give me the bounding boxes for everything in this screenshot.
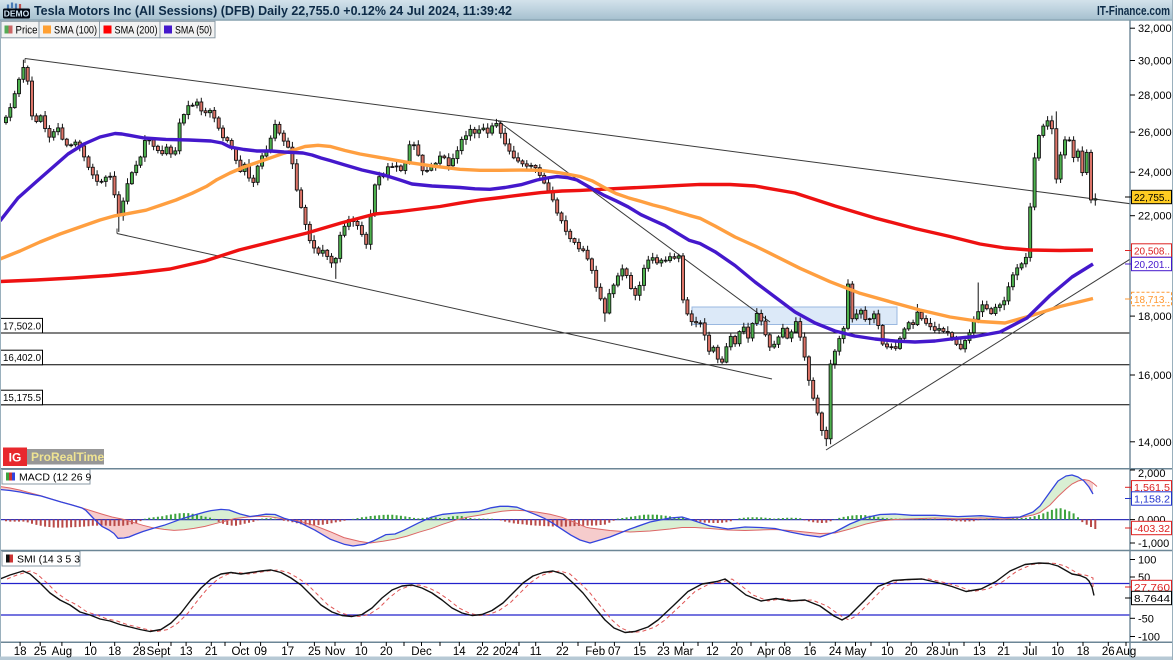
svg-text:18,713..: 18,713.. [1134, 295, 1170, 306]
svg-text:20,508..: 20,508.. [1134, 246, 1170, 257]
svg-text:Apr: Apr [757, 646, 775, 658]
svg-text:17: 17 [281, 646, 294, 658]
svg-text:28: 28 [133, 646, 146, 658]
svg-text:16: 16 [804, 646, 817, 658]
svg-text:100: 100 [1138, 555, 1156, 567]
svg-text:18: 18 [108, 646, 121, 658]
svg-text:20: 20 [380, 646, 393, 658]
svg-text:07: 07 [608, 646, 621, 658]
svg-text:IT-Finance.com: IT-Finance.com [1097, 4, 1170, 18]
svg-text:8.7644: 8.7644 [1134, 594, 1171, 605]
svg-text:18: 18 [14, 646, 27, 658]
svg-text:26: 26 [1102, 646, 1115, 658]
svg-text:13: 13 [973, 646, 986, 658]
svg-text:1,561.5: 1,561.5 [1134, 483, 1170, 494]
svg-text:Price: Price [16, 25, 38, 37]
svg-text:10: 10 [84, 646, 97, 658]
svg-text:ProRealTime: ProRealTime [31, 450, 104, 464]
svg-text:Tesla Motors Inc (All Sessions: Tesla Motors Inc (All Sessions) (DFB) Da… [34, 4, 512, 18]
svg-text:Oct: Oct [231, 646, 250, 658]
svg-text:SMI (14 3 5 3: SMI (14 3 5 3 [17, 554, 80, 566]
svg-text:IG: IG [9, 451, 22, 465]
svg-text:DEMO: DEMO [4, 9, 30, 19]
svg-text:22: 22 [476, 646, 489, 658]
svg-text:MACD (12 26 9: MACD (12 26 9 [19, 472, 92, 484]
svg-text:14: 14 [453, 646, 466, 658]
svg-text:SMA (200): SMA (200) [115, 25, 158, 37]
svg-text:32,000: 32,000 [1138, 23, 1172, 35]
svg-text:Aug: Aug [52, 646, 72, 658]
svg-text:-403.32: -403.32 [1134, 524, 1170, 535]
svg-text:22,000: 22,000 [1138, 211, 1172, 223]
svg-text:Nov: Nov [325, 646, 346, 658]
svg-text:18: 18 [1077, 646, 1090, 658]
svg-text:20: 20 [905, 646, 918, 658]
svg-text:SMA (50): SMA (50) [175, 25, 212, 37]
svg-text:-1,000: -1,000 [1138, 538, 1169, 550]
svg-text:10: 10 [1051, 646, 1064, 658]
svg-text:26,000: 26,000 [1138, 127, 1172, 139]
svg-text:20,201..: 20,201.. [1134, 260, 1170, 271]
svg-text:2,000: 2,000 [1138, 468, 1166, 480]
svg-text:SMA (100): SMA (100) [54, 25, 97, 37]
svg-text:28,000: 28,000 [1138, 90, 1172, 102]
svg-text:27.760: 27.760 [1134, 583, 1171, 594]
svg-text:May: May [845, 646, 867, 658]
svg-text:08: 08 [778, 646, 791, 658]
svg-text:17,502.0: 17,502.0 [3, 320, 41, 332]
svg-text:Jun: Jun [940, 646, 959, 658]
svg-text:25: 25 [308, 646, 321, 658]
svg-text:10: 10 [355, 646, 368, 658]
svg-text:16,402.0: 16,402.0 [3, 352, 41, 364]
svg-text:Dec: Dec [411, 646, 432, 658]
svg-text:18,000: 18,000 [1138, 311, 1172, 323]
svg-text:22,755..: 22,755.. [1134, 193, 1170, 204]
svg-text:15,175.5: 15,175.5 [3, 392, 41, 404]
svg-text:11: 11 [530, 646, 542, 658]
svg-text:15: 15 [633, 646, 646, 658]
svg-text:12: 12 [706, 646, 719, 658]
svg-text:1,158.2: 1,158.2 [1134, 494, 1170, 505]
svg-text:22: 22 [556, 646, 569, 658]
svg-text:28: 28 [926, 646, 939, 658]
svg-text:24: 24 [829, 646, 842, 658]
svg-text:25: 25 [34, 646, 47, 658]
svg-text:20: 20 [730, 646, 743, 658]
svg-text:Aug: Aug [1116, 646, 1136, 658]
svg-text:14,000: 14,000 [1138, 437, 1172, 449]
svg-text:24,000: 24,000 [1138, 167, 1172, 179]
svg-text:Mar: Mar [674, 646, 694, 658]
svg-text:21: 21 [205, 646, 218, 658]
svg-text:-50: -50 [1138, 613, 1154, 625]
svg-text:09: 09 [254, 646, 267, 658]
svg-text:21: 21 [997, 646, 1010, 658]
svg-text:30,000: 30,000 [1138, 56, 1172, 68]
svg-text:10: 10 [881, 646, 894, 658]
svg-text:23: 23 [657, 646, 670, 658]
svg-text:16,000: 16,000 [1138, 370, 1172, 382]
svg-text:Jul: Jul [1023, 646, 1038, 658]
svg-text:Sept: Sept [147, 646, 171, 658]
svg-text:2024: 2024 [493, 646, 519, 658]
svg-text:-100: -100 [1138, 632, 1160, 644]
svg-text:13: 13 [180, 646, 193, 658]
svg-text:Feb: Feb [585, 646, 605, 658]
